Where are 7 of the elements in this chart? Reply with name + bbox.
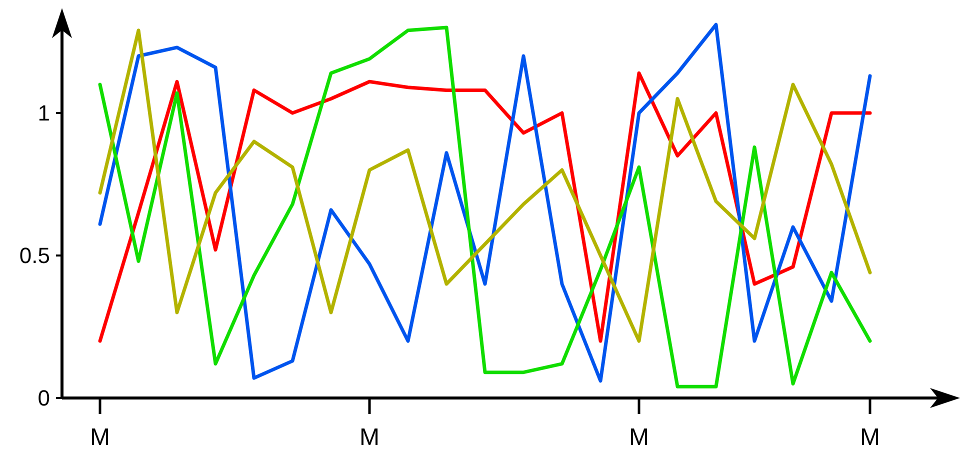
y-tick-label: 0.5 [19,243,50,268]
y-tick-label: 0 [38,386,50,411]
x-tick-label: M [90,424,110,451]
x-tick-label: M [360,424,380,451]
x-tick-label: M [629,424,649,451]
x-tick-label: M [860,424,880,451]
y-tick-label: 1 [38,100,50,126]
